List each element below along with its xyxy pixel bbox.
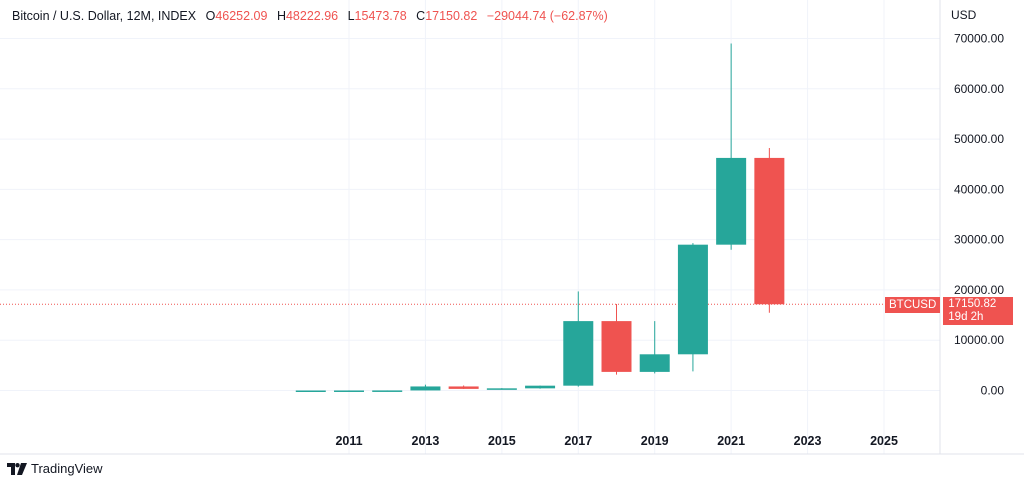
x-tick-label: 2017 — [564, 434, 592, 448]
x-tick-label: 2019 — [641, 434, 669, 448]
y-tick-label: 60000.00 — [954, 82, 1004, 96]
x-tick-label: 2013 — [412, 434, 440, 448]
y-tick-label: 30000.00 — [954, 233, 1004, 247]
close-value: 17150.82 — [425, 9, 478, 23]
grid — [0, 0, 940, 454]
candle-body — [601, 321, 632, 372]
tradingview-logo[interactable]: TradingView — [7, 461, 103, 476]
symbol-header: Bitcoin / U.S. Dollar, 12M, INDEX O46252… — [12, 9, 614, 23]
open-label: O — [205, 9, 216, 23]
change-value: −29044.74 (−62.87%) — [486, 9, 608, 23]
symbol-title: Bitcoin / U.S. Dollar, 12M, INDEX — [12, 9, 197, 23]
y-tick-label: 0.00 — [981, 384, 1005, 398]
y-axis: 70000.00 60000.00 50000.00 40000.00 30000.00… — [954, 32, 1004, 398]
candles — [295, 43, 785, 392]
candle-body — [295, 390, 326, 392]
low-label: L — [347, 9, 355, 23]
close-label: C — [416, 9, 426, 23]
y-tick-label: 40000.00 — [954, 182, 1004, 196]
tradingview-icon — [7, 462, 27, 475]
x-tick-label: 2023 — [794, 434, 822, 448]
price-tag-symbol: BTCUSD — [885, 297, 941, 313]
last-price-tag: BTCUSD 17150.82 19d 2h — [885, 297, 1014, 325]
open-value: 46252.09 — [215, 9, 268, 23]
price-tag-box: 17150.82 19d 2h — [943, 297, 1014, 325]
candle-body — [410, 386, 441, 391]
y-tick-label: 20000.00 — [954, 283, 1004, 297]
candle-body — [334, 390, 364, 392]
candle-body — [372, 390, 403, 392]
x-tick-label: 2021 — [717, 434, 745, 448]
candle-body — [754, 157, 785, 305]
high-value: 48222.96 — [285, 9, 339, 23]
x-axis: 2011 2013 2015 2017 2019 2021 2023 2025 — [335, 434, 898, 448]
price-tag-countdown: 19d 2h — [948, 311, 984, 323]
low-value: 15473.78 — [354, 9, 407, 23]
x-tick-label: 2025 — [870, 434, 898, 448]
candle-body — [639, 354, 670, 372]
candle-body — [525, 385, 556, 389]
candle-body — [716, 157, 747, 245]
candle-body — [448, 386, 479, 389]
x-tick-label: 2015 — [488, 434, 516, 448]
candle-body — [486, 388, 517, 390]
y-tick-label: 50000.00 — [954, 132, 1004, 146]
y-tick-label: 70000.00 — [954, 32, 1004, 46]
currency-label: USD — [951, 8, 977, 22]
price-tag-price: 17150.82 — [948, 298, 997, 310]
candle-body — [563, 321, 594, 386]
high-label: H — [276, 9, 286, 23]
x-tick-label: 2011 — [335, 434, 362, 448]
brand-name: TradingView — [31, 461, 103, 476]
candle-body — [677, 244, 708, 355]
y-tick-label: 10000.00 — [954, 333, 1004, 347]
